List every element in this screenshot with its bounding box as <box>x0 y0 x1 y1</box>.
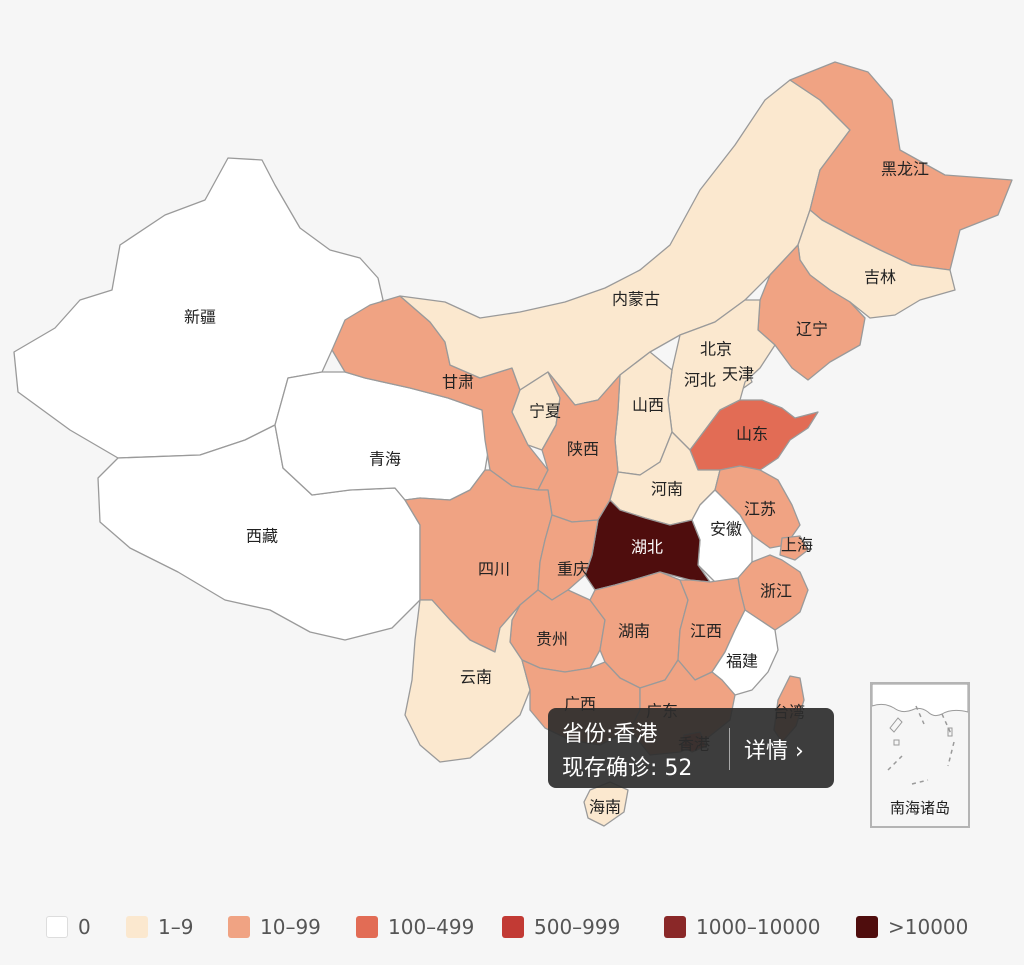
legend-label: 10–99 <box>260 915 321 939</box>
province-label-hunan: 湖南 <box>618 622 650 641</box>
province-label-henan: 河南 <box>651 480 683 499</box>
province-label-fujian: 福建 <box>726 652 758 671</box>
legend-label: >10000 <box>888 915 969 939</box>
province-label-xinjiang: 新疆 <box>184 308 216 327</box>
south-china-sea-inset: 南海诸岛 <box>870 682 970 828</box>
province-label-xizang: 西藏 <box>246 527 278 546</box>
tooltip-province-label: 省份: <box>562 722 614 747</box>
province-label-liaoning: 辽宁 <box>796 320 828 339</box>
province-xinjiang[interactable] <box>13 157 384 459</box>
legend-swatch <box>46 916 68 938</box>
province-label-hubei: 湖北 <box>631 538 663 557</box>
province-label-heilongjiang: 黑龙江 <box>881 160 929 179</box>
map-tooltip: 省份:香港 现存确诊: 52 详情 › <box>548 708 834 788</box>
legend-label: 1–9 <box>158 915 194 939</box>
province-label-guizhou: 贵州 <box>536 630 568 649</box>
tooltip-province-value: 香港 <box>613 722 658 747</box>
south-china-sea-label: 南海诸岛 <box>889 799 950 817</box>
legend-swatch <box>356 916 378 938</box>
legend-label: 1000–10000 <box>696 915 821 939</box>
legend-label: 100–499 <box>388 915 475 939</box>
province-label-yunnan: 云南 <box>460 668 492 687</box>
south-china-sea-islands-graphic <box>872 684 968 785</box>
province-label-shaanxi: 陕西 <box>567 440 599 459</box>
tooltip-detail-link[interactable]: 详情 › <box>744 739 804 764</box>
legend-swatch <box>856 916 878 938</box>
tooltip-confirmed-value: 52 <box>664 756 693 781</box>
legend-swatch <box>126 916 148 938</box>
legend-swatch <box>502 916 524 938</box>
province-neimenggu[interactable] <box>399 79 851 406</box>
tooltip-divider <box>729 728 730 770</box>
province-label-shanxi: 山西 <box>632 396 664 415</box>
province-label-qinghai: 青海 <box>369 450 401 469</box>
legend-swatch <box>664 916 686 938</box>
province-label-neimenggu: 内蒙古 <box>612 290 660 309</box>
province-label-shanghai: 上海 <box>781 536 813 555</box>
province-label-chongqing: 重庆 <box>557 560 589 579</box>
province-label-gansu: 甘肃 <box>442 373 474 392</box>
province-label-ningxia: 宁夏 <box>529 402 561 421</box>
province-label-beijing: 北京 <box>700 340 732 359</box>
province-label-jiangxi: 江西 <box>690 622 722 641</box>
legend-swatch <box>228 916 250 938</box>
province-label-sichuan: 四川 <box>478 560 510 579</box>
province-label-jiangsu: 江苏 <box>744 500 776 519</box>
province-label-shandong: 山东 <box>736 425 768 444</box>
province-label-anhui: 安徽 <box>710 520 742 539</box>
tooltip-province-line: 省份:香港 <box>562 716 657 748</box>
legend-label: 500–999 <box>534 915 621 939</box>
province-label-zhejiang: 浙江 <box>760 582 792 601</box>
province-label-hainan: 海南 <box>589 798 621 817</box>
legend-label: 0 <box>78 915 91 939</box>
province-shanghai[interactable] <box>779 535 809 561</box>
tooltip-confirmed-label: 现存确诊: <box>562 756 658 781</box>
tooltip-confirmed-line: 现存确诊: 52 <box>562 750 692 782</box>
province-label-hebei: 河北 <box>684 371 716 390</box>
province-label-jilin: 吉林 <box>864 268 896 287</box>
province-label-tianjin: 天津 <box>722 365 754 384</box>
